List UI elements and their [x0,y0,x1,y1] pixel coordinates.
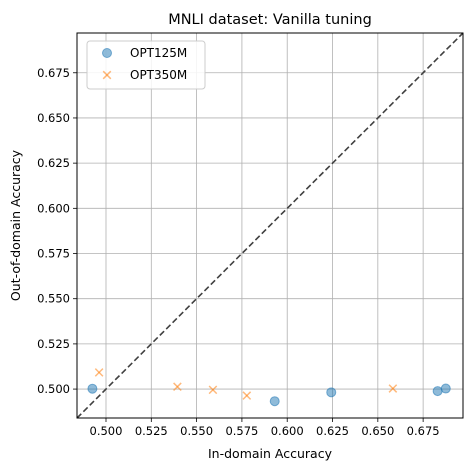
ticks: 0.500 0.525 0.550 0.575 0.600 0.625 0.650 0.675… [37,66,440,438]
series-1-point [173,382,182,392]
grid [77,33,463,418]
x-axis-label: In-domain Accuracy [208,446,333,461]
y-tick-label: 0.600 [37,201,70,215]
series-0-point [326,387,337,398]
axes-frame [76,32,464,419]
y-tick-label: 0.525 [37,337,70,351]
series-0-point [432,386,443,397]
x-tick-label: 0.575 [225,424,258,438]
series-1-point [242,391,252,400]
y-tick-label: 0.500 [37,382,70,396]
x-tick-label: 0.525 [135,424,168,438]
legend-marker [102,48,112,58]
x-tick-label: 0.550 [180,424,213,438]
y-tick-label: 0.625 [37,156,70,170]
legend-label: OPT350M [130,68,187,82]
legend-marker [102,70,112,80]
legend-label: OPT125M [130,46,187,60]
legend: OPT125M OPT350M [86,40,206,90]
y-axis-label: Out-of-domain Accuracy [8,149,23,301]
x-tick-label: 0.650 [361,424,394,438]
series-0-point [269,396,280,407]
chart-title: MNLI dataset: Vanilla tuning [168,12,372,28]
x-tick-label: 0.675 [407,424,440,438]
y-tick-label: 0.650 [37,111,70,125]
diagonal-reference-line [76,32,464,419]
y-tick-label: 0.550 [37,292,70,306]
x-tick-label: 0.600 [271,424,304,438]
series-0-point [87,383,98,394]
x-tick-label: 0.500 [90,424,123,438]
plot-area [76,32,464,419]
y-tick-label: 0.575 [37,247,70,261]
series-1-point [94,368,104,377]
series-0-point [440,383,451,394]
y-tick-label: 0.675 [37,66,70,80]
x-tick-label: 0.625 [316,424,349,438]
legend-box [86,40,206,90]
series-1-point [388,384,398,393]
series-1-point [208,385,218,395]
